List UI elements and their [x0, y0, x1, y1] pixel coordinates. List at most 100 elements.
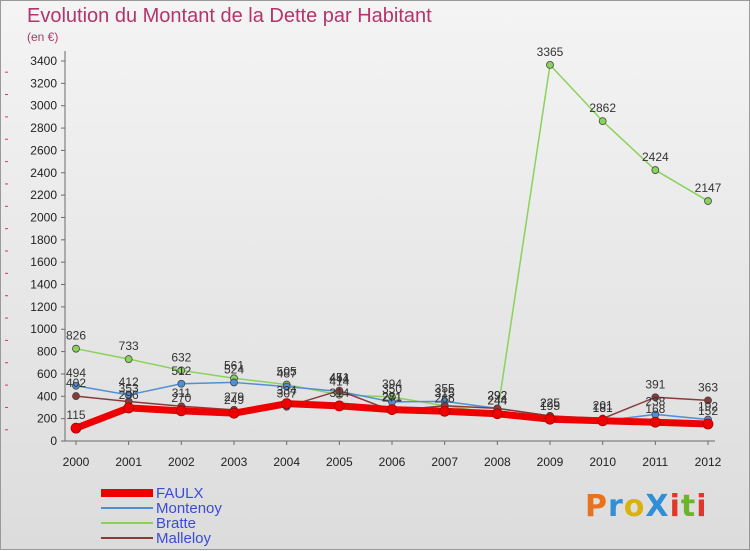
x-tick-label: 2010 [589, 455, 616, 469]
data-label-malleloy: 311 [172, 386, 191, 400]
data-label-faulx: 181 [593, 401, 613, 415]
data-point-faulx [386, 404, 398, 415]
y-tick-label: 1600 [30, 255, 57, 269]
y-tick-label: 2000 [30, 210, 57, 224]
data-point-faulx [281, 398, 293, 410]
data-point-malleloy [335, 386, 344, 395]
data-label-montenoy: 487 [277, 367, 297, 381]
logo-letter: t [680, 489, 697, 524]
data-label-bratte: 394 [382, 377, 402, 391]
data-point-bratte [704, 197, 712, 205]
legend-label: Bratte [156, 515, 197, 532]
data-point-bratte [72, 344, 80, 353]
data-label-bratte: 2424 [642, 150, 669, 164]
data-point-faulx [70, 422, 82, 434]
data-label-montenoy: 494 [66, 366, 86, 380]
data-point-malleloy [72, 392, 80, 400]
x-tick-label: 2009 [537, 455, 564, 469]
data-label-malleloy: 402 [66, 376, 86, 390]
data-point-faulx [544, 413, 556, 425]
data-label-montenoy: 512 [171, 364, 191, 378]
data-point-faulx [439, 405, 451, 417]
data-point-faulx [175, 405, 187, 417]
x-tick-label: 2004 [273, 455, 300, 469]
y-tick-label: 0 [50, 434, 57, 448]
data-label-malleloy: 353 [119, 382, 139, 396]
data-label-malleloy: 201 [593, 399, 613, 413]
data-label-montenoy: 350 [382, 382, 402, 396]
data-label-bratte: 2862 [589, 101, 616, 115]
data-point-bratte [546, 61, 554, 69]
data-label-malleloy: 307 [277, 387, 297, 401]
data-label-malleloy: 391 [645, 377, 665, 391]
logo-letter: P [585, 489, 608, 524]
y-tick-label: 2400 [30, 166, 57, 180]
logo-letter: i [696, 489, 708, 524]
x-tick-label: 2001 [115, 455, 142, 469]
y-tick-label: 2800 [30, 121, 57, 135]
x-tick-label: 2005 [326, 455, 353, 469]
y-tick-label: 600 [37, 367, 57, 381]
data-label-bratte: 561 [224, 358, 244, 372]
logo-letter: r [608, 489, 624, 524]
data-point-bratte [124, 355, 133, 363]
data-label-montenoy: 355 [435, 381, 455, 395]
data-label-bratte: 244 [487, 394, 507, 408]
proxiti-logo: ProXiti [585, 489, 708, 524]
data-point-bratte [177, 366, 186, 375]
data-point-faulx [123, 402, 135, 414]
legend-label: FAULX [156, 485, 204, 502]
data-label-bratte: 414 [329, 375, 349, 389]
logo-letter: i [669, 489, 681, 524]
legend-label: Montenoy [156, 500, 222, 517]
data-label-faulx: 152 [698, 404, 718, 418]
y-tick-label: 2200 [30, 188, 57, 202]
legend-label: Malleloy [156, 530, 212, 547]
data-label-montenoy: 292 [487, 388, 507, 402]
data-label-malleloy: 271 [382, 391, 402, 405]
logo-letter: X [645, 489, 670, 524]
data-label-montenoy: 225 [540, 396, 560, 410]
data-label-faulx: 168 [645, 402, 665, 416]
data-point-faulx [333, 400, 345, 412]
x-tick-label: 2006 [379, 455, 406, 469]
y-tick-label: 200 [37, 412, 57, 426]
x-tick-label: 2003 [221, 455, 248, 469]
data-point-montenoy [177, 379, 186, 388]
data-point-malleloy [704, 396, 712, 405]
y-tick-label: 3000 [30, 99, 57, 113]
data-label-bratte: 733 [119, 339, 139, 353]
data-point-faulx [228, 407, 240, 419]
data-label-faulx: 334 [277, 384, 297, 398]
data-label-bratte: 632 [171, 350, 191, 364]
data-label-faulx: 266 [435, 391, 455, 405]
data-label-faulx: 249 [224, 393, 244, 407]
data-label-bratte: 2147 [695, 181, 722, 195]
data-label-montenoy: 192 [698, 400, 718, 414]
legend-swatch [101, 507, 153, 509]
data-label-montenoy: 181 [593, 401, 613, 415]
data-point-montenoy [72, 381, 80, 390]
data-label-faulx: 314 [329, 386, 349, 400]
logo-letter: o [623, 489, 646, 524]
data-label-bratte: 3365 [537, 45, 564, 59]
y-tick-label: 3400 [30, 54, 57, 68]
y-tick-label: 1000 [30, 322, 57, 336]
data-label-malleloy: 225 [540, 396, 560, 410]
data-point-faulx [491, 408, 503, 420]
y-tick-label: 1800 [30, 233, 57, 247]
y-tick-label: 1200 [30, 300, 57, 314]
series-labels: 115 296 270 249 334 314 281 266 244 195 181 168 152 4… [66, 45, 722, 422]
data-point-malleloy [651, 393, 660, 402]
data-label-faulx: 195 [540, 399, 560, 413]
legend-swatch [101, 522, 153, 524]
data-point-bratte [651, 166, 660, 174]
data-point-faulx [702, 418, 714, 430]
data-label-montenoy: 238 [645, 394, 665, 408]
y-tick-label: 1400 [30, 278, 57, 292]
data-label-montenoy: 412 [119, 375, 139, 389]
data-label-faulx: 281 [382, 390, 402, 404]
y-tick-label: 400 [37, 389, 57, 403]
